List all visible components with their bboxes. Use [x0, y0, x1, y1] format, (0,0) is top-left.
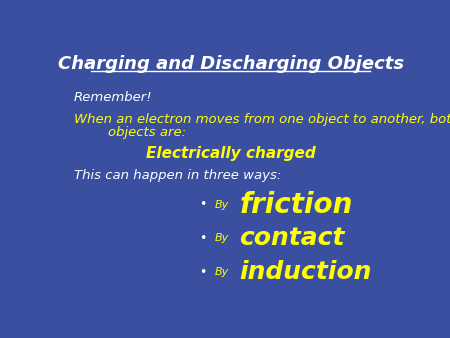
Text: contact: contact [239, 226, 345, 250]
Text: By: By [215, 267, 229, 277]
Text: Remember!: Remember! [74, 91, 152, 104]
Text: By: By [215, 199, 229, 210]
Text: •: • [199, 232, 207, 245]
Text: friction: friction [239, 191, 353, 219]
Text: This can happen in three ways:: This can happen in three ways: [74, 169, 281, 183]
Text: Electrically charged: Electrically charged [146, 146, 315, 161]
Text: Charging and Discharging Objects: Charging and Discharging Objects [58, 55, 404, 73]
Text: By: By [215, 233, 229, 243]
Text: induction: induction [239, 260, 372, 284]
Text: •: • [199, 198, 207, 211]
Text: When an electron moves from one object to another, both: When an electron moves from one object t… [74, 114, 450, 126]
Text: objects are:: objects are: [74, 126, 186, 140]
Text: •: • [199, 266, 207, 279]
